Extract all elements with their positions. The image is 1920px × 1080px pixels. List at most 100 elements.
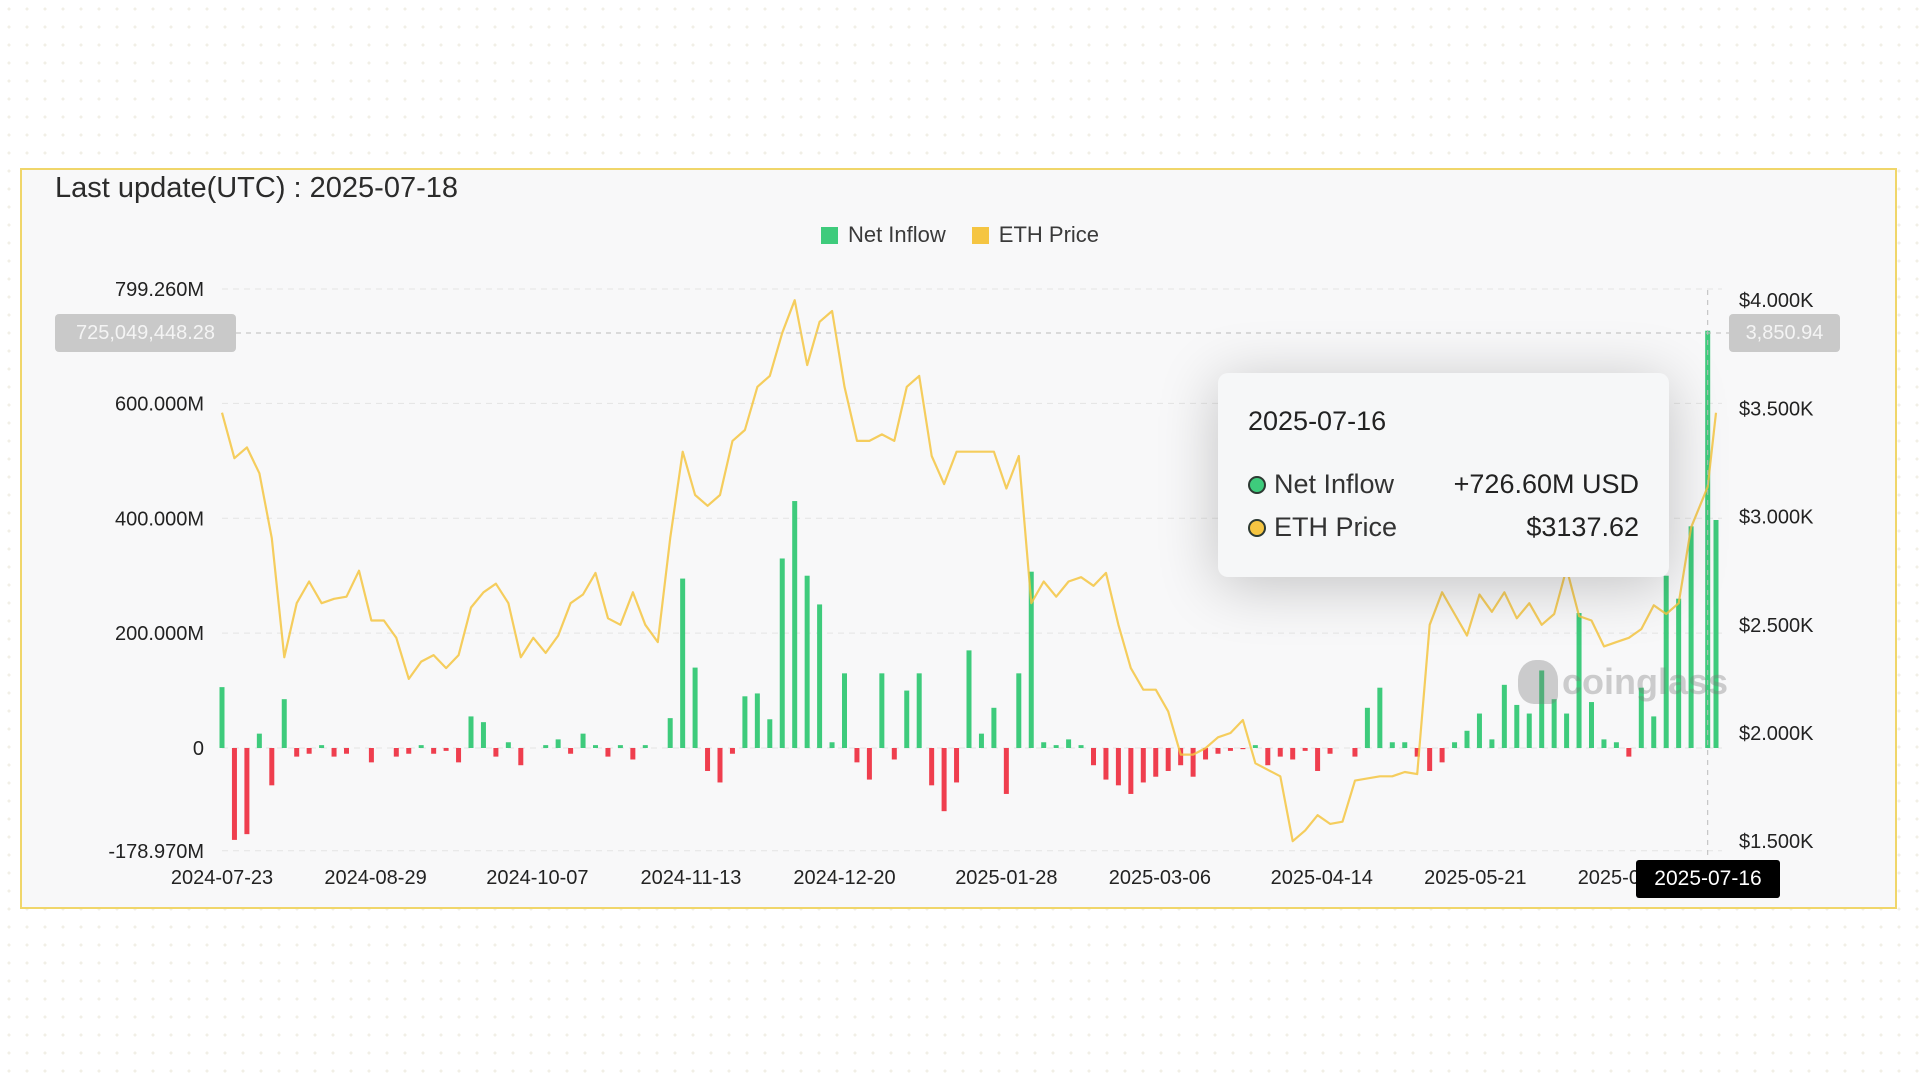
- net-inflow-bar: [891, 748, 897, 760]
- net-inflow-bar: [1576, 613, 1582, 748]
- legend-eth-price[interactable]: ETH Price: [971, 222, 1099, 248]
- net-inflow-bar: [456, 748, 462, 763]
- y-right-tick-label: $4.000K: [1739, 290, 1814, 312]
- net-inflow-bar: [1227, 748, 1233, 751]
- net-inflow-bar: [1389, 742, 1395, 748]
- x-tick-label: 2024-08-29: [324, 867, 426, 889]
- net-inflow-bar: [1452, 742, 1458, 748]
- watermark-logo-icon: [1518, 660, 1558, 704]
- net-inflow-bar: [1215, 748, 1221, 754]
- net-inflow-bar: [505, 742, 511, 748]
- net-inflow-bar: [829, 742, 835, 748]
- net-inflow-bar: [754, 693, 760, 748]
- net-inflow-bar: [692, 667, 698, 748]
- net-inflow-bar: [1028, 571, 1034, 748]
- y-left-tick-label: -178.970M: [108, 841, 204, 863]
- net-inflow-bar: [480, 722, 486, 748]
- net-inflow-bar: [1003, 748, 1009, 794]
- net-inflow-bar: [1539, 670, 1545, 748]
- y-right-tick-label: $2.500K: [1739, 615, 1814, 637]
- net-inflow-bar: [1315, 748, 1321, 771]
- legend-net-inflow[interactable]: Net Inflow: [820, 222, 946, 248]
- net-inflow-bar: [1489, 739, 1495, 748]
- net-inflow-bar: [904, 690, 910, 748]
- net-inflow-bar: [1190, 748, 1196, 777]
- net-inflow-bar: [1153, 748, 1159, 777]
- net-inflow-bar: [978, 733, 984, 748]
- net-inflow-bar: [1327, 748, 1333, 754]
- net-inflow-bar: [1688, 526, 1694, 748]
- net-inflow-bar: [1402, 742, 1408, 748]
- net-inflow-bar: [281, 699, 287, 748]
- x-tick-label: 2024-12-20: [793, 867, 895, 889]
- net-inflow-bar: [306, 748, 312, 754]
- y-left-tick-label: 0: [193, 738, 204, 760]
- net-inflow-bar: [1427, 748, 1433, 771]
- y-right-tick-label: $3.000K: [1739, 507, 1814, 529]
- net-inflow-bar: [244, 748, 250, 835]
- coinglass-watermark: coinglass: [1518, 660, 1728, 704]
- net-inflow-bar: [916, 673, 922, 748]
- net-inflow-bar: [1705, 330, 1711, 748]
- net-inflow-bar: [767, 719, 773, 748]
- net-inflow-bar: [779, 558, 785, 748]
- net-inflow-bar: [1066, 739, 1072, 748]
- net-inflow-bar: [1016, 673, 1022, 748]
- yellow-dot-icon: [1248, 518, 1266, 537]
- net-inflow-bar: [1053, 745, 1059, 748]
- net-inflow-bar: [1414, 748, 1420, 757]
- net-inflow-bar: [593, 745, 598, 748]
- crosshair-right-value: 3,850.94: [1729, 314, 1840, 352]
- net-inflow-bar: [1713, 520, 1719, 748]
- y-left-tick-label: 200.000M: [115, 623, 204, 645]
- net-inflow-bar: [866, 748, 872, 780]
- y-left-tick-label: 799.260M: [115, 279, 204, 301]
- legend-swatch-yellow: [971, 226, 989, 244]
- net-inflow-bar: [1178, 748, 1184, 766]
- net-inflow-bar: [518, 748, 524, 766]
- tooltip-date: 2025-07-16: [1248, 406, 1387, 436]
- net-inflow-bar: [630, 748, 636, 760]
- y-right-tick-label: $3.500K: [1739, 398, 1814, 420]
- tooltip-row-inflow: Net Inflow +726.60M USD: [1248, 463, 1639, 506]
- net-inflow-bar: [1364, 707, 1370, 748]
- net-inflow-bar: [1078, 745, 1084, 748]
- tooltip-row-price: ETH Price $3137.62: [1248, 506, 1639, 549]
- legend-swatch-green: [820, 226, 838, 244]
- net-inflow-bar: [680, 578, 686, 748]
- net-inflow-bar: [344, 748, 349, 754]
- net-inflow-bar: [468, 716, 474, 748]
- net-inflow-bar: [1091, 748, 1096, 766]
- net-inflow-bar: [231, 748, 237, 840]
- net-inflow-bar: [1564, 713, 1570, 748]
- net-inflow-bar: [543, 745, 549, 748]
- net-inflow-bar: [1464, 730, 1470, 748]
- legend-label: Net Inflow: [847, 222, 946, 247]
- net-inflow-bar: [555, 739, 561, 748]
- net-inflow-bar: [443, 748, 449, 751]
- net-inflow-bar: [393, 748, 399, 757]
- tooltip-value: $3137.62: [1526, 512, 1639, 542]
- net-inflow-bar: [1277, 748, 1283, 757]
- tooltip-label: Net Inflow: [1274, 469, 1395, 499]
- net-inflow-bar: [667, 718, 673, 748]
- net-inflow-bar: [1476, 713, 1482, 748]
- net-inflow-bar: [1165, 748, 1171, 771]
- net-inflow-bar: [368, 748, 374, 763]
- net-inflow-bar: [1203, 748, 1209, 760]
- net-inflow-bar: [1601, 739, 1607, 748]
- net-inflow-bar: [418, 745, 424, 748]
- net-inflow-bar: [431, 748, 437, 754]
- net-inflow-bar: [294, 748, 300, 757]
- tooltip: 2025-07-16 Net Inflow +726.60M USD ETH P…: [1218, 373, 1669, 577]
- net-inflow-bar: [269, 748, 275, 786]
- net-inflow-bar: [580, 733, 586, 748]
- net-inflow-bar: [941, 748, 947, 812]
- net-inflow-bar: [705, 748, 711, 771]
- net-inflow-bar: [1302, 748, 1308, 751]
- net-inflow-bar: [1115, 748, 1121, 786]
- y-left-tick-label: 400.000M: [115, 508, 204, 530]
- net-inflow-bar: [617, 745, 623, 748]
- net-inflow-bar: [1676, 598, 1682, 748]
